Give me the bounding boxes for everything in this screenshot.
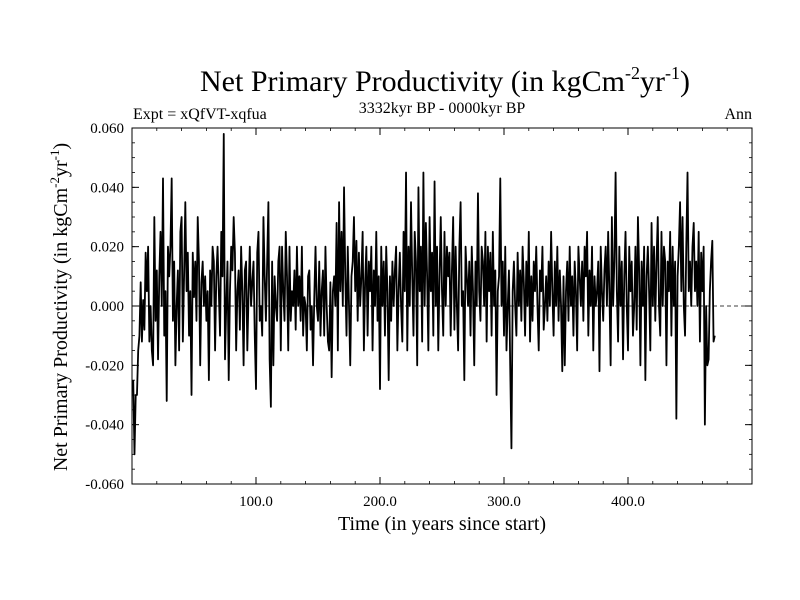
y-axis-label-sup-2: -1 <box>47 150 62 161</box>
chart-title: Net Primary Productivity (in kgCm-2yr-1) <box>200 63 690 98</box>
y-axis-label-mid: yr <box>50 160 72 177</box>
chart-title-mid: yr <box>640 65 665 98</box>
y-tick-label: -0.040 <box>85 418 124 434</box>
y-axis-label-main: Net Primary Productivity (in kgCm <box>50 187 72 471</box>
x-axis-label: Time (in years since start) <box>338 513 546 535</box>
y-axis-label-end: ) <box>50 143 72 150</box>
tick-layer: -0.060 -0.040 -0.020 0.000 0.020 0.040 0.060 10… <box>85 121 752 510</box>
y-tick-label: -0.060 <box>85 477 124 493</box>
y-axis-label: Net Primary Productivity (in kgCm-2yr-1) <box>47 143 72 471</box>
y-tick-label: 0.020 <box>90 240 124 256</box>
y-axis-label-sup-1: -2 <box>47 177 62 188</box>
chart-title-sup-2: -1 <box>665 63 680 83</box>
y-tick-label: 0.040 <box>90 180 124 196</box>
x-tick-label: 300.0 <box>487 494 521 510</box>
chart-title-end: ) <box>680 65 690 98</box>
x-tick-label: 100.0 <box>239 494 273 510</box>
x-tick-label: 200.0 <box>363 494 397 510</box>
y-tick-label: -0.020 <box>85 358 124 374</box>
x-tick-label: 400.0 <box>611 494 645 510</box>
chart-title-sup-1: -2 <box>625 63 640 83</box>
period-label: 3332kyr BP - 0000kyr BP <box>359 100 526 117</box>
series-line-0 <box>132 133 716 456</box>
season-label: Ann <box>724 106 752 123</box>
experiment-label: Expt = xQfVT-xqfua <box>133 106 267 123</box>
series-layer <box>132 133 716 456</box>
plot-frame <box>131 127 753 485</box>
y-tick-label: 0.060 <box>90 121 124 137</box>
y-tick-label: 0.000 <box>90 299 124 315</box>
chart-title-main: Net Primary Productivity (in kgCm <box>200 65 625 98</box>
